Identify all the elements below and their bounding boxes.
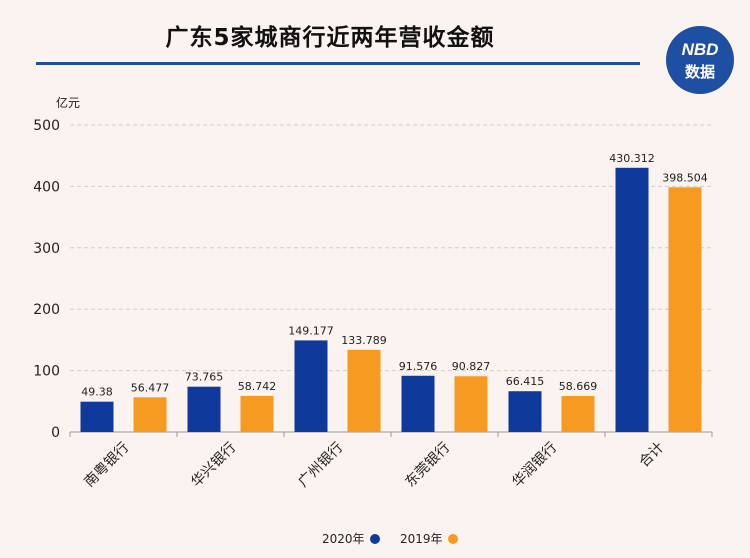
x-tick-label: 华兴银行 (188, 440, 239, 491)
y-tick-label: 0 (51, 425, 60, 441)
bar (80, 401, 114, 432)
y-tick-label: 100 (33, 364, 60, 380)
bar (240, 395, 274, 432)
bar (454, 376, 488, 432)
bar (187, 386, 221, 432)
bar-value-label: 66.415 (506, 375, 545, 388)
bar-value-label: 73.765 (185, 371, 224, 384)
logo-text-bottom: 数据 (684, 63, 715, 81)
x-tick-label: 合计 (636, 440, 667, 471)
bar-value-label: 49.38 (81, 386, 113, 399)
bar-value-label: 90.827 (452, 360, 491, 373)
legend-item-2020: 2020年 (322, 529, 380, 549)
nbd-logo: NBD 数据 (666, 26, 734, 94)
title-rule (36, 62, 640, 65)
x-tick-label: 东莞银行 (402, 440, 453, 491)
y-tick-label: 200 (33, 302, 60, 318)
legend-item-2019: 2019年 (400, 529, 458, 549)
bar-value-label: 58.669 (559, 380, 598, 393)
y-tick-label: 300 (33, 241, 60, 257)
legend-label-2019: 2019年 (400, 532, 443, 546)
bar (133, 397, 167, 432)
bar-value-label: 133.789 (341, 334, 387, 347)
bar (561, 395, 595, 432)
bar-value-label: 58.742 (238, 380, 277, 393)
legend-swatch-2019 (447, 534, 458, 544)
bar (347, 349, 381, 432)
legend: 2020年 2019年 (0, 529, 750, 549)
chart-title: 广东5家城商行近两年营收金额 (165, 25, 495, 51)
bar-value-label: 149.177 (288, 324, 334, 337)
bar (668, 187, 702, 432)
y-axis-unit-label: 亿元 (56, 96, 81, 110)
bar-value-label: 430.312 (609, 152, 655, 165)
bar (508, 391, 542, 432)
x-tick-label: 南粤银行 (81, 440, 132, 491)
legend-label-2020: 2020年 (322, 532, 365, 546)
x-tick-label: 广州银行 (295, 440, 346, 491)
bar (615, 167, 649, 432)
bar (401, 375, 435, 432)
bar-value-label: 56.477 (131, 381, 170, 394)
legend-swatch-2020 (369, 534, 380, 544)
bar (294, 340, 328, 432)
x-tick-label: 华润银行 (509, 440, 560, 491)
logo-text-top: NBD (681, 40, 719, 59)
bar-value-label: 91.576 (399, 360, 438, 373)
y-tick-label: 500 (33, 118, 60, 134)
bar-value-label: 398.504 (662, 171, 708, 184)
y-tick-label: 400 (33, 179, 60, 195)
